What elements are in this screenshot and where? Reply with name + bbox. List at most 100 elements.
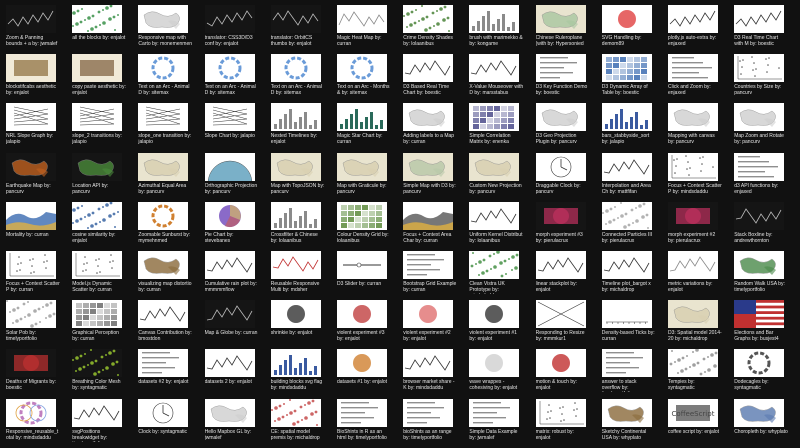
block-caption[interactable]: violent experiment #3 by: enjalot [337,330,385,343]
block-card[interactable]: Dodecagles by: syntagmatic [734,349,785,397]
block-thumbnail[interactable] [403,152,454,181]
block-thumbnail[interactable] [668,251,718,279]
block-caption[interactable]: Draggable Clock by: pancurv [535,182,581,195]
block-card[interactable]: Adding labels to a Map by: curran [403,103,454,151]
block-caption[interactable]: Magic Heat Map by: curran [337,35,382,47]
block-thumbnail[interactable] [6,103,56,132]
block-caption[interactable]: shrinkie by: enjalot [270,330,313,337]
block-card[interactable]: bars_stabbyside_sort by: jalapio [601,103,652,151]
block-caption[interactable]: Crime Density Shades by: lolaanibus [403,35,453,47]
block-thumbnail[interactable] [204,103,255,132]
block-card[interactable]: Tempies by: syntagmatic [668,349,718,397]
block-thumbnail[interactable] [72,300,123,329]
block-caption[interactable]: Graphical Perception by: curran [72,330,119,343]
block-caption[interactable]: Tempies by: syntagmatic [668,379,695,392]
block-thumbnail[interactable] [668,152,718,181]
block-card[interactable]: Random Walk USA by: timelyportfolio [734,251,785,299]
block-thumbnail[interactable] [601,201,652,230]
block-caption[interactable]: Dodecagles by: syntagmatic [734,379,769,392]
block-card[interactable]: Azimuthal Equal Area by: pancurv [138,152,189,201]
block-thumbnail[interactable] [668,349,718,378]
block-card[interactable]: Map & Globe by: curran [204,300,257,348]
block-thumbnail[interactable] [337,349,387,378]
block-card[interactable]: Countries by Size by: pancurv [734,54,785,102]
block-card[interactable]: Graphical Perception by: curran [72,300,123,348]
block-thumbnail[interactable] [734,300,785,329]
block-thumbnail[interactable] [601,152,652,181]
block-card[interactable]: D3 Based Real Time Chart by: boestic [403,54,454,102]
block-card[interactable]: D3 Dynamic Array of Table by: boestic [601,54,652,102]
block-thumbnail[interactable] [204,152,255,181]
block-caption[interactable]: Hello Mapbox GL by: jwmalef [204,428,252,441]
block-card[interactable]: D3 Geo Projection Plugin by: pancurv [535,103,586,151]
block-card[interactable]: Slope Chart by: jalapio [204,103,255,151]
block-caption[interactable]: Choropleth by: whyplato [734,428,788,435]
block-card[interactable]: metric variations by: enjalot [668,251,718,299]
block-caption[interactable]: Focus + Context Scatter P by: mindsdaddu [668,182,722,195]
block-thumbnail[interactable] [337,201,387,230]
block-card[interactable]: Clock by: syntagmatic [138,398,189,447]
block-card[interactable]: Text on an Arc - Animal D by: sitemax [138,54,190,102]
block-caption[interactable]: Click and Zoom by: enjaxed [668,84,711,97]
block-caption[interactable]: Deaths of Migrants by: boestic [6,379,57,392]
block-thumbnail[interactable] [403,201,454,230]
block-caption[interactable]: Focus + Context Area Char by: curran [403,231,452,244]
block-caption[interactable]: brush with marimekko & by: kongame [469,35,523,47]
block-card[interactable]: D3 Key Function Demo by: boestic [535,54,587,102]
block-caption[interactable]: Colour Density Grid by: lolaanibus [337,231,389,244]
block-caption[interactable]: browser market share - K by: mindsdaddu [403,379,455,392]
block-caption[interactable]: Crossfilter & Chinese by: lolaanibus [270,231,318,244]
block-caption[interactable]: D3 Geo Projection Plugin by: pancurv [535,133,577,146]
block-thumbnail[interactable] [337,54,387,83]
block-caption[interactable]: all the blocks by: enjalot [72,35,126,41]
block-card[interactable]: linear stackplot by: enjalot [535,251,586,299]
block-thumbnail[interactable] [6,5,56,33]
block-caption[interactable]: Connected Particles III by: pierulacrux [601,231,653,244]
block-caption[interactable]: Timeline plot_bargot x by: michaldrop [601,281,651,293]
block-card[interactable]: Map with TopoJSON by: pancurv [270,152,324,201]
block-caption[interactable]: metric variations by: enjalot [668,281,713,293]
block-thumbnail[interactable] [734,152,785,181]
block-thumbnail[interactable] [668,300,718,329]
block-caption[interactable]: Breathing Color Mesh by: syntagmatic [72,379,121,392]
block-thumbnail[interactable] [270,5,321,33]
block-caption[interactable]: Responding to Resize by: mmmkur1 [535,330,585,343]
block-thumbnail[interactable] [668,201,718,230]
block-card[interactable]: Focus + Context Area Char by: curran [403,201,454,250]
block-thumbnail[interactable] [138,398,189,427]
block-thumbnail[interactable] [270,201,321,230]
block-caption[interactable]: slope_one transition by: jalapio [138,133,192,146]
block-card[interactable]: visualizing map distortio by: curran [138,251,191,299]
block-caption[interactable]: Reusable Responsive Multi by: mdsher [270,281,320,293]
block-card[interactable]: Responsive map with Carto by: monemenmen [138,5,192,53]
block-card[interactable]: Responsive_reusable_total by: mindsdaddu [6,398,58,447]
block-caption[interactable]: NRL Slope Graph by: jalapio [6,133,54,146]
block-thumbnail[interactable] [270,103,321,132]
block-card[interactable]: Mapping with canvas by: pancurv [668,103,718,151]
block-caption[interactable]: Nested Timelines by: enjalot [270,133,318,146]
block-thumbnail[interactable] [535,152,586,181]
block-caption[interactable]: answer to stack overflow by: timelyportf… [601,379,637,392]
block-card[interactable]: Simple Map with D3 by: pancurv [403,152,456,201]
block-card[interactable]: Text on an Arc - Animal D by: sitemax [270,54,322,102]
block-caption[interactable]: Pie Chart by: stevebanes [204,231,234,244]
block-thumbnail[interactable] [535,201,586,230]
block-caption[interactable]: Mapping with canvas by: pancurv [668,133,715,146]
block-caption[interactable]: translator: CSS3D/D3 conf by: enjalot [204,35,253,47]
block-caption[interactable]: Interpolation and Area Ch by: mattfifan [601,182,651,195]
block-caption[interactable]: Location API by: pancurv [72,182,109,195]
block-card[interactable]: CoffeeScript coffee script by: enjalot [668,398,719,447]
block-card[interactable]: Elections and Bar Graphs by: busjest4 [734,300,785,348]
block-card[interactable]: Earthquake Map by: pancurv [6,152,56,201]
block-caption[interactable]: copy paste aesthetic by: enjalot [72,84,126,97]
block-caption[interactable]: slope_2 transitions by: jalapio [72,133,122,146]
block-card[interactable]: Cumulative rain plot by: mmmmmflow [204,251,257,299]
block-thumbnail[interactable] [601,54,652,83]
block-caption[interactable]: Azimuthal Equal Area by: pancurv [138,182,187,195]
block-thumbnail[interactable] [734,349,785,378]
block-thumbnail[interactable] [535,54,586,83]
block-caption[interactable]: morph experiment #3 by: pierulacrux [535,231,583,244]
block-thumbnail[interactable] [204,398,255,427]
block-caption[interactable]: datasets #1 by: enjalot [337,379,388,386]
block-card[interactable]: Deaths of Migrants by: boestic [6,349,56,397]
